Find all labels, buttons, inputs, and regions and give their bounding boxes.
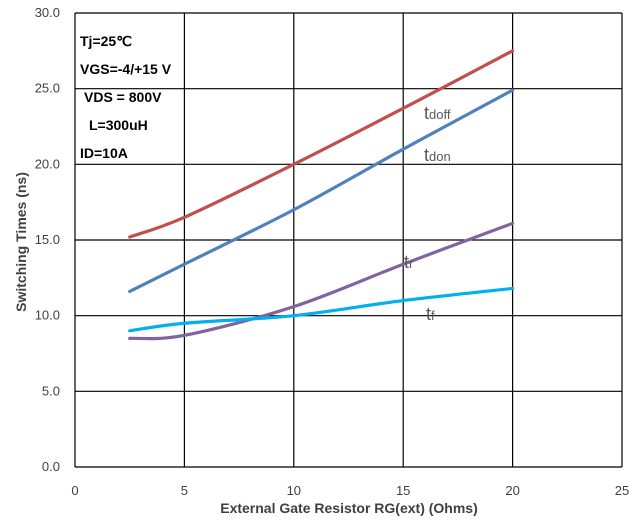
x-tick-label: 25	[615, 483, 629, 498]
x-axis-title: External Gate Resistor RG(ext) (Ohms)	[220, 500, 478, 516]
series-line-tdon	[128, 88, 515, 294]
condition-id: ID=10A	[80, 145, 128, 161]
x-tick-label: 15	[396, 483, 410, 498]
series-line-tr	[128, 221, 515, 341]
y-tick-label: 20.0	[35, 156, 60, 171]
x-tick-label: 10	[287, 483, 301, 498]
y-tick-label: 25.0	[35, 81, 60, 96]
y-tick-label: 30.0	[35, 5, 60, 20]
series-lines	[128, 49, 515, 341]
x-tick-label: 5	[181, 483, 188, 498]
series-label-tdoff: tdoff	[424, 103, 451, 123]
series-line-tdoff	[128, 49, 515, 239]
y-tick-label: 5.0	[42, 383, 60, 398]
series-label-tr: tr	[404, 252, 414, 272]
y-tick-label: 10.0	[35, 308, 60, 323]
test-conditions: Tj=25℃ VGS=-4/+15 V VDS = 800V L=300uH I…	[80, 33, 172, 161]
condition-l: L=300uH	[89, 117, 148, 133]
condition-vds: VDS = 800V	[84, 89, 162, 105]
series-label-tdon: tdon	[424, 145, 451, 165]
y-axis-title: Switching Times (ns)	[13, 172, 29, 312]
y-tick-label: 0.0	[42, 459, 60, 474]
x-tick-label: 0	[71, 483, 78, 498]
x-tick-labels: 0 5 10 15 20 25	[71, 483, 629, 498]
y-tick-labels: 0.0 5.0 10.0 15.0 20.0 25.0 30.0	[35, 5, 60, 474]
series-label-tf: tf	[426, 304, 435, 324]
x-tick-label: 20	[505, 483, 519, 498]
condition-vgs: VGS=-4/+15 V	[80, 61, 172, 77]
y-tick-label: 15.0	[35, 232, 60, 247]
grid-lines	[74, 12, 623, 468]
series-labels: tdoff tdon tr tf	[404, 103, 451, 324]
condition-tj: Tj=25℃	[80, 33, 132, 49]
series-line-tf	[128, 286, 515, 333]
